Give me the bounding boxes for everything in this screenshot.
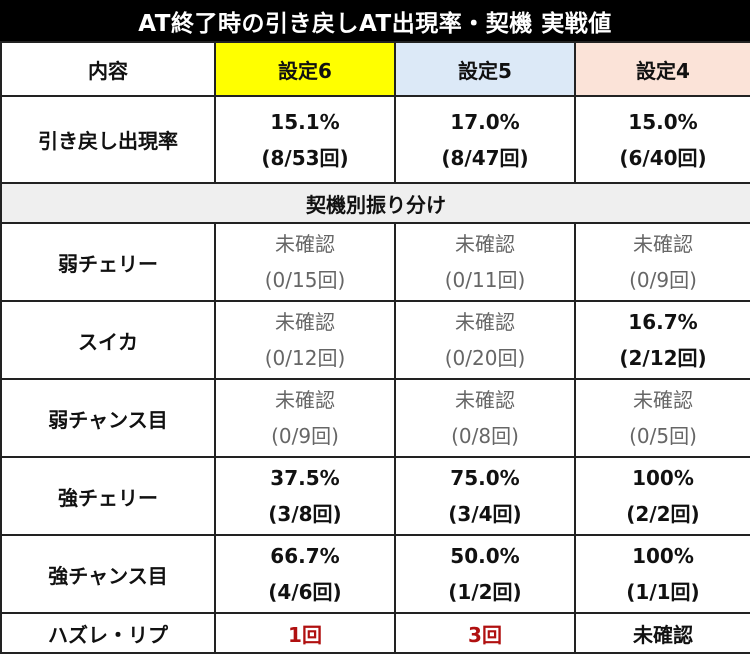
header-content: 内容	[0, 41, 216, 97]
table-row: 強チャンス目 66.7% (4/6回) 50.0% (1/2回) 100% (1/1回…	[0, 534, 750, 614]
cell-s4: 未確認	[574, 612, 750, 654]
cell-count: (0/9回)	[629, 268, 697, 292]
cell-pct: 未確認	[455, 232, 515, 256]
row-label: 弱チェリー	[0, 222, 216, 302]
cell-s5: 未確認 (0/8回)	[394, 378, 576, 458]
cell-s5: 75.0% (3/4回)	[394, 456, 576, 536]
row-label: 強チャンス目	[0, 534, 216, 614]
cell-s6: 未確認 (0/12回)	[214, 300, 396, 380]
cell-s4: 15.0% (6/40回)	[574, 95, 750, 184]
header-setting4: 設定4	[574, 41, 750, 97]
row-label: 強チェリー	[0, 456, 216, 536]
cell-pct: 未確認	[275, 388, 335, 412]
rate-row: 引き戻し出現率 15.1% (8/53回) 17.0% (8/47回) 15.0…	[0, 95, 750, 184]
cell-count: (0/11回)	[444, 268, 526, 292]
cell-s4: 100% (1/1回)	[574, 534, 750, 614]
cell-pct: 66.7%	[270, 544, 340, 568]
cell-count: (0/5回)	[629, 424, 697, 448]
header-setting6: 設定6	[214, 41, 396, 97]
cell-pct: 未確認	[275, 232, 335, 256]
cell-pct: 75.0%	[450, 466, 520, 490]
page-title: AT終了時の引き戻しAT出現率・契機 実戦値	[0, 0, 750, 41]
cell-s4: 100% (2/2回)	[574, 456, 750, 536]
header-row: 内容 設定6 設定5 設定4	[0, 41, 750, 97]
cell-count: (0/20回)	[444, 346, 526, 370]
cell-s6: 未確認 (0/9回)	[214, 378, 396, 458]
cell-pct: 15.1%	[270, 109, 340, 134]
cell-count: (0/8回)	[451, 424, 519, 448]
row-label: ハズレ・リプ	[0, 612, 216, 654]
section-title: 契機別振り分け	[0, 182, 750, 224]
cell-count: (8/53回)	[261, 145, 349, 170]
cell-s6: 1回	[214, 612, 396, 654]
table-row: 強チェリー 37.5% (3/8回) 75.0% (3/4回) 100% (2/2回)	[0, 456, 750, 536]
cell-s4: 16.7% (2/12回)	[574, 300, 750, 380]
cell-pct: 未確認	[633, 388, 693, 412]
cell-s6: 37.5% (3/8回)	[214, 456, 396, 536]
cell-s6: 未確認 (0/15回)	[214, 222, 396, 302]
stats-table: 内容 設定6 設定5 設定4 引き戻し出現率 15.1% (8/53回) 17.…	[0, 41, 750, 654]
cell-count: (0/9回)	[271, 424, 339, 448]
cell-s6: 66.7% (4/6回)	[214, 534, 396, 614]
cell-count: (3/4回)	[448, 502, 522, 526]
row-label: 引き戻し出現率	[0, 95, 216, 184]
header-setting5: 設定5	[394, 41, 576, 97]
hazure-row: ハズレ・リプ 1回 3回 未確認	[0, 612, 750, 654]
table-row: スイカ 未確認 (0/12回) 未確認 (0/20回) 16.7% (2/12回)	[0, 300, 750, 380]
cell-pct: 16.7%	[628, 310, 698, 334]
cell-s5: 17.0% (8/47回)	[394, 95, 576, 184]
cell-pct: 100%	[632, 544, 694, 568]
cell-pct: 未確認	[275, 310, 335, 334]
cell-pct: 未確認	[633, 232, 693, 256]
row-label: スイカ	[0, 300, 216, 380]
cell-count: (0/15回)	[264, 268, 346, 292]
section-row: 契機別振り分け	[0, 182, 750, 224]
cell-pct: 未確認	[455, 388, 515, 412]
table-row: 弱チャンス目 未確認 (0/9回) 未確認 (0/8回) 未確認 (0/5回)	[0, 378, 750, 458]
cell-pct: 17.0%	[450, 109, 520, 134]
table-row: 弱チェリー 未確認 (0/15回) 未確認 (0/11回) 未確認 (0/9回)	[0, 222, 750, 302]
cell-s6: 15.1% (8/53回)	[214, 95, 396, 184]
cell-pct: 15.0%	[628, 109, 698, 134]
cell-s5: 50.0% (1/2回)	[394, 534, 576, 614]
cell-pct: 50.0%	[450, 544, 520, 568]
cell-pct: 未確認	[455, 310, 515, 334]
cell-s5: 未確認 (0/20回)	[394, 300, 576, 380]
cell-count: (1/1回)	[626, 580, 700, 604]
cell-count: (2/2回)	[626, 502, 700, 526]
cell-count: (2/12回)	[619, 346, 707, 370]
row-label: 弱チャンス目	[0, 378, 216, 458]
cell-s4: 未確認 (0/5回)	[574, 378, 750, 458]
cell-s5: 未確認 (0/11回)	[394, 222, 576, 302]
cell-count: (8/47回)	[441, 145, 529, 170]
cell-count: (3/8回)	[268, 502, 342, 526]
cell-count: (6/40回)	[619, 145, 707, 170]
cell-s5: 3回	[394, 612, 576, 654]
cell-count: (4/6回)	[268, 580, 342, 604]
cell-pct: 100%	[632, 466, 694, 490]
cell-s4: 未確認 (0/9回)	[574, 222, 750, 302]
cell-count: (0/12回)	[264, 346, 346, 370]
cell-pct: 37.5%	[270, 466, 340, 490]
cell-count: (1/2回)	[448, 580, 522, 604]
